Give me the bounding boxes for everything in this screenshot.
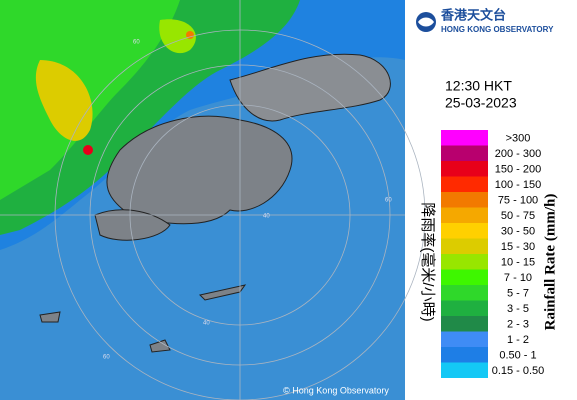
range-rings: [0, 0, 426, 400]
legend-label: 2 - 3: [507, 319, 529, 331]
ring-label: 60: [385, 198, 392, 204]
legend-swatch: [441, 223, 488, 239]
legend-label: 1 - 2: [507, 334, 529, 346]
ring-label: 60: [133, 40, 140, 46]
legend-label: 200 - 300: [495, 148, 541, 160]
legend-label: 0.50 - 1: [499, 350, 536, 362]
island: [39, 311, 61, 323]
legend-label: >300: [506, 133, 531, 145]
legend-swatch: [441, 192, 488, 208]
legend-swatch: [441, 285, 488, 301]
legend-title-chinese: 降雨率(毫米/小時): [419, 202, 437, 321]
legend-label: 30 - 50: [501, 226, 535, 238]
legend-swatch: [441, 161, 488, 177]
legend-label: 10 - 15: [501, 257, 535, 269]
legend-swatch: [441, 269, 488, 285]
date: 25-03-2023: [445, 95, 517, 111]
legend-swatch: [441, 316, 488, 332]
legend-label: 3 - 5: [507, 303, 529, 315]
land: [229, 53, 391, 122]
legend-swatch: [441, 347, 488, 363]
copyright: © Hong Kong Observatory: [283, 385, 389, 395]
time: 12:30 HKT: [445, 78, 512, 94]
legend-swatch: [441, 362, 488, 378]
legend-label: 0.15 - 0.50: [492, 365, 545, 377]
legend-swatch: [441, 207, 488, 223]
legend-swatch: [441, 331, 488, 347]
legend-label: 150 - 200: [495, 164, 541, 176]
legend-swatch: [441, 176, 488, 192]
ring-label: 60: [103, 355, 110, 361]
ring-label: 40: [203, 321, 210, 327]
legend-label: 75 - 100: [498, 195, 538, 207]
logo-chinese: 香港天文台: [440, 7, 506, 22]
legend-swatch: [441, 238, 488, 254]
legend-swatch: [441, 254, 488, 270]
land: [94, 209, 171, 241]
legend: >300 200 - 300 150 - 200 100 - 150 75 - 100 5…: [441, 130, 544, 378]
rain-intense: [83, 145, 93, 155]
logo-english: HONG KONG OBSERVATORY: [441, 25, 554, 34]
ring-labels: 60 60 40 40 60: [103, 40, 392, 361]
rain-intense: [186, 31, 194, 39]
ring-label: 40: [263, 214, 270, 220]
legend-label: 5 - 7: [507, 288, 529, 300]
logo: 香港天文台 HONG KONG OBSERVATORY: [416, 7, 554, 34]
rain-heavy: [35, 60, 93, 141]
legend-label: 50 - 75: [501, 210, 535, 222]
legend-label: 100 - 150: [495, 179, 541, 191]
radar-map: 60 60 40 40 60 © Hong Kong Observatory: [0, 0, 426, 400]
legend-label: 7 - 10: [504, 272, 532, 284]
legend-swatch: [441, 300, 488, 316]
legend-label: 15 - 30: [501, 241, 535, 253]
legend-title-english: Rainfall Rate (mm/h): [542, 194, 558, 331]
legend-swatch: [441, 130, 488, 146]
legend-swatch: [441, 145, 488, 161]
